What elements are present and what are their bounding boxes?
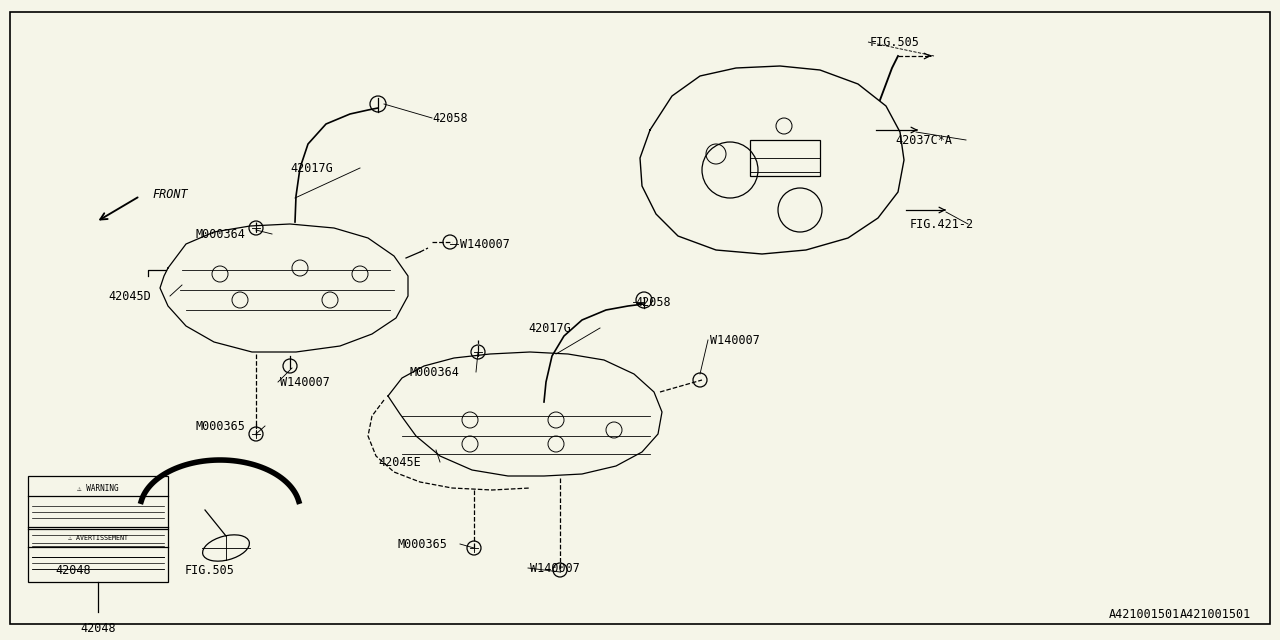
- Text: 42058: 42058: [635, 296, 671, 308]
- Text: A421001501: A421001501: [1108, 607, 1180, 621]
- Bar: [28, 476, 168, 582]
- Text: W140007: W140007: [460, 237, 509, 250]
- Text: M000365: M000365: [195, 419, 244, 433]
- Text: 42045E: 42045E: [378, 456, 421, 468]
- Text: W140007: W140007: [710, 333, 760, 346]
- Text: M000365: M000365: [398, 538, 448, 550]
- Text: W140007: W140007: [280, 376, 330, 388]
- Text: M000364: M000364: [410, 365, 460, 378]
- Text: FIG.505: FIG.505: [870, 35, 920, 49]
- Text: FRONT: FRONT: [152, 188, 188, 200]
- Text: W140007: W140007: [530, 561, 580, 575]
- Text: 42037C*A: 42037C*A: [895, 134, 952, 147]
- Text: 42045D: 42045D: [108, 289, 151, 303]
- Text: ⚠ AVERTISSEMENT: ⚠ AVERTISSEMENT: [68, 535, 128, 541]
- Text: 42058: 42058: [433, 111, 467, 125]
- Text: M000364: M000364: [195, 227, 244, 241]
- Text: 42048: 42048: [55, 563, 91, 577]
- Text: 42017G: 42017G: [291, 161, 333, 175]
- Text: FIG.421-2: FIG.421-2: [910, 218, 974, 230]
- Text: A421001501: A421001501: [1180, 607, 1252, 621]
- Text: ⚠ WARNING: ⚠ WARNING: [77, 483, 119, 493]
- Text: 42017G: 42017G: [529, 321, 571, 335]
- Text: FIG.505: FIG.505: [186, 563, 234, 577]
- Text: 42048: 42048: [81, 621, 115, 634]
- Bar: [750, 140, 820, 176]
